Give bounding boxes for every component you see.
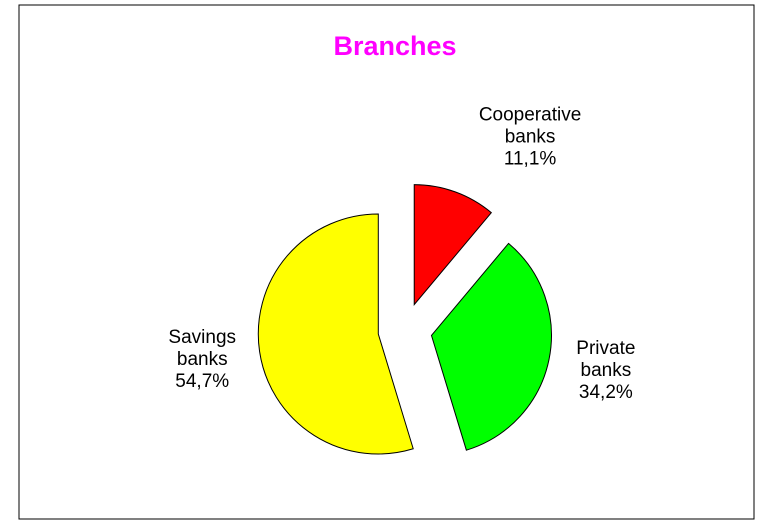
pie-slice (413, 184, 493, 307)
slice-category: Private banks (576, 338, 635, 381)
slice-value: 54,7% (175, 371, 229, 392)
pie-slice (430, 242, 552, 451)
pie-slice (257, 213, 414, 455)
slice-value: 11,1% (504, 148, 557, 169)
slice-label: Savings banks 54,7% (168, 327, 236, 392)
slice-category: Cooperative banks (479, 104, 581, 147)
slice-category-line: banks (581, 360, 632, 381)
slice-category: Savings banks (168, 327, 236, 370)
slice-category-line: banks (177, 349, 228, 370)
slice-category-line: banks (505, 126, 556, 147)
slice-category-line: Private (576, 338, 635, 359)
slice-category-line: Savings (168, 327, 236, 348)
chart-title: Branches (333, 31, 456, 61)
slice-category-line: Cooperative (479, 104, 581, 125)
slice-label: Private banks 34,2% (576, 338, 635, 403)
slice-label: Cooperative banks 11,1% (479, 104, 581, 169)
slice-value: 34,2% (579, 382, 633, 403)
